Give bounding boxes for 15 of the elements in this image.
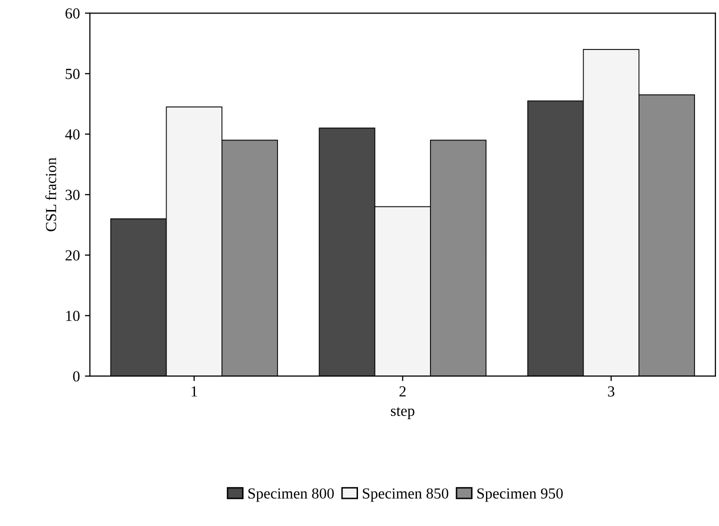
y-tick-label: 40 bbox=[65, 129, 80, 140]
x-tick-label: 2 bbox=[399, 386, 406, 396]
x-tick-label: 1 bbox=[192, 386, 198, 396]
x-tick-label: 3 bbox=[608, 386, 614, 397]
y-tick-label: 30 bbox=[66, 190, 80, 200]
legend-label: Specimen 800 bbox=[248, 488, 334, 502]
y-tick-label: 10 bbox=[66, 310, 80, 322]
y-tick-label: 60 bbox=[66, 8, 80, 19]
y-tick-label: 0 bbox=[73, 371, 80, 382]
y-axis-title: CSL fracion bbox=[45, 158, 56, 232]
legend-label: Specimen 850 bbox=[362, 488, 448, 502]
legend-label: Specimen 950 bbox=[477, 488, 563, 502]
y-tick-label: 20 bbox=[66, 250, 80, 261]
x-axis-title: step bbox=[390, 407, 414, 420]
y-tick-label: 50 bbox=[66, 68, 80, 80]
